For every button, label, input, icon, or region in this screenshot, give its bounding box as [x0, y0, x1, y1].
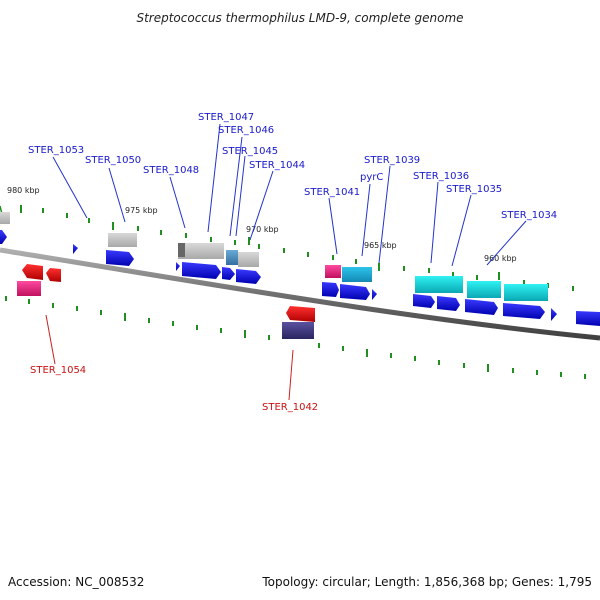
map-title: Streptococcus thermophilus LMD-9, comple… — [136, 11, 463, 25]
gene-arrow-forward[interactable] — [340, 284, 370, 300]
scale-label-970: 970 kbp — [246, 225, 279, 234]
gene-label-ster-1048[interactable]: STER_1048 — [143, 165, 199, 176]
scale-label-960: 960 kbp — [484, 254, 517, 263]
product-track — [0, 212, 548, 301]
gene-arrow-forward[interactable] — [413, 294, 435, 308]
gene-label-ster-1042[interactable]: STER_1042 — [262, 402, 318, 413]
product-box-darkgray[interactable] — [178, 243, 185, 257]
gene-label-ster-1039[interactable]: STER_1039 — [364, 155, 420, 166]
gene-label-ster-1045[interactable]: STER_1045 — [222, 146, 278, 157]
forward-genes — [0, 230, 600, 326]
product-box-gray[interactable] — [178, 243, 224, 259]
gene-arrow-forward[interactable] — [322, 282, 339, 297]
gene-arrow-forward[interactable] — [576, 311, 600, 326]
gene-label-pyrc[interactable]: pyrC — [360, 172, 383, 183]
product-box-cyan[interactable] — [467, 281, 501, 298]
gene-label-ster-1044[interactable]: STER_1044 — [249, 160, 305, 171]
gene-label-ster-1050[interactable]: STER_1050 — [85, 155, 141, 166]
product-box-sky[interactable] — [342, 267, 372, 282]
gene-arrow-reverse[interactable] — [46, 268, 61, 282]
genome-backbone — [0, 247, 600, 341]
gene-arrow-forward[interactable] — [551, 308, 557, 321]
gene-arrow-forward[interactable] — [182, 262, 221, 279]
product-box-gray[interactable] — [0, 212, 10, 224]
gene-label-ster-1041[interactable]: STER_1041 — [304, 187, 360, 198]
gene-arrow-forward[interactable] — [222, 267, 235, 280]
product-box-magenta[interactable] — [17, 281, 41, 296]
gene-label-ster-1054[interactable]: STER_1054 — [30, 365, 86, 376]
product-box-magenta[interactable] — [325, 265, 341, 278]
gene-arrow-forward[interactable] — [106, 250, 134, 266]
gene-arrow-forward[interactable] — [176, 262, 180, 271]
product-box-gray[interactable] — [108, 233, 137, 247]
gene-arrow-forward[interactable] — [465, 299, 498, 315]
accession-text: Accession: NC_008532 — [8, 575, 144, 589]
product-box-cyan[interactable] — [415, 276, 463, 293]
gene-label-ster-1053[interactable]: STER_1053 — [28, 145, 84, 156]
gene-arrow-forward[interactable] — [236, 269, 261, 284]
scale-label-980: 980 kbp — [7, 186, 40, 195]
gene-arrow-reverse[interactable] — [286, 306, 315, 322]
gene-arrow-forward[interactable] — [73, 244, 78, 254]
product-box-steelblue[interactable] — [226, 250, 238, 265]
scale-label-975: 975 kbp — [125, 206, 158, 215]
gene-arrow-forward[interactable] — [503, 303, 545, 319]
leader-lines — [45, 123, 527, 401]
gene-label-ster-1036[interactable]: STER_1036 — [413, 171, 469, 182]
lower-scale-track — [5, 296, 586, 379]
gene-arrow-forward[interactable] — [0, 230, 7, 244]
product-box-navy[interactable] — [282, 322, 314, 339]
genome-summary-text: Topology: circular; Length: 1,856,368 bp… — [261, 575, 592, 589]
gene-label-ster-1047[interactable]: STER_1047 — [198, 112, 254, 123]
scale-label-965: 965 kbp — [364, 241, 397, 250]
gene-arrow-forward[interactable] — [372, 289, 377, 300]
gene-arrow-forward[interactable] — [437, 296, 460, 311]
gene-label-ster-1034[interactable]: STER_1034 — [501, 210, 557, 221]
gene-label-ster-1035[interactable]: STER_1035 — [446, 184, 502, 195]
gene-arrow-reverse[interactable] — [22, 264, 43, 280]
product-box-cyan[interactable] — [504, 284, 548, 301]
gene-label-ster-1046[interactable]: STER_1046 — [218, 125, 274, 136]
upper-scale-track — [0, 205, 574, 291]
product-box-gray[interactable] — [238, 252, 259, 267]
reverse-genes — [22, 264, 315, 322]
